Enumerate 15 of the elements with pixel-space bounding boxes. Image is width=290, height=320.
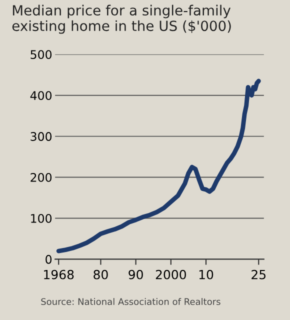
y-tick-label: 300: [30, 132, 52, 141]
x-tick-label: 2000: [156, 270, 186, 280]
source-note: Source: National Association of Realtors: [41, 298, 220, 306]
x-tick-label: 25: [252, 270, 266, 280]
y-tick-label: 400: [30, 91, 52, 100]
chart-title: Median price for a single-family existing home in the US ($'000): [12, 4, 231, 34]
x-tick-label: 80: [94, 270, 108, 280]
y-tick-label: 0: [46, 254, 52, 264]
y-tick-label: 200: [30, 173, 52, 182]
x-tick-label: 10: [199, 270, 214, 280]
y-tick-label: 100: [31, 214, 52, 223]
y-tick-label: 500: [30, 50, 52, 60]
x-tick-label: 1968: [44, 270, 74, 280]
line-series: [56, 78, 261, 254]
x-tick-label: 90: [128, 270, 143, 280]
